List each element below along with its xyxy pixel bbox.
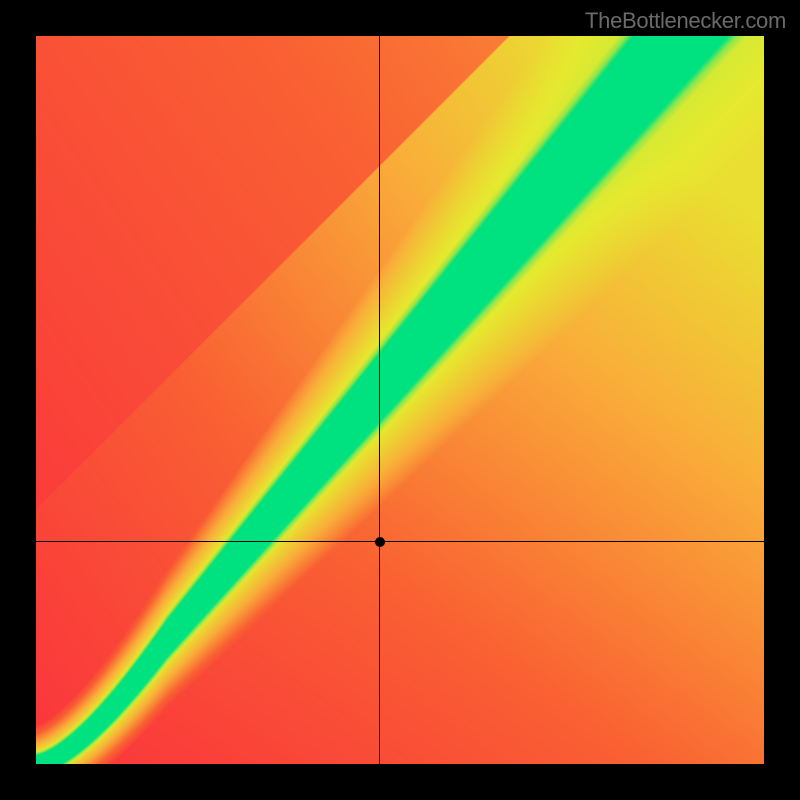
bottleneck-heatmap bbox=[36, 36, 764, 764]
watermark-text: TheBottlenecker.com bbox=[585, 8, 786, 34]
plot-frame bbox=[36, 36, 764, 764]
crosshair-horizontal bbox=[36, 541, 764, 542]
selection-marker bbox=[375, 537, 385, 547]
crosshair-vertical bbox=[379, 36, 380, 764]
